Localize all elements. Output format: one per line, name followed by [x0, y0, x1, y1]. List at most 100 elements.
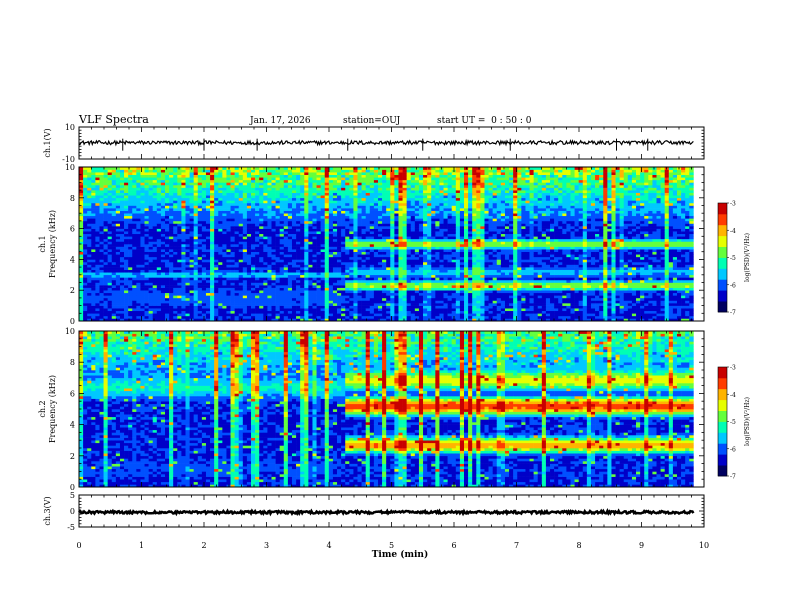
spectrogram-cell — [193, 223, 199, 227]
spectrogram-cell — [193, 315, 199, 319]
spectrogram-cell — [345, 202, 350, 206]
spectrogram-cell — [369, 308, 375, 312]
spectrogram-cell — [259, 305, 264, 309]
spectrogram-cell — [255, 264, 260, 268]
spectrogram-cell — [259, 233, 264, 237]
spectrogram-cell — [386, 269, 391, 273]
spectrogram-cell — [193, 279, 199, 283]
spectrogram-cell — [169, 295, 174, 299]
spectrogram-cell — [373, 318, 379, 322]
spectrogram-cell — [267, 274, 272, 278]
spectrogram-cell — [316, 308, 321, 312]
spectrogram-cell — [156, 308, 162, 312]
spectrogram-cell — [119, 300, 125, 304]
spectrogram-cell — [197, 308, 203, 312]
spectrogram-cell — [91, 295, 96, 299]
spectrogram-cell — [87, 297, 92, 301]
spectrogram-cell — [373, 182, 379, 186]
spectrogram-cell — [136, 308, 141, 312]
spectrogram-cell — [230, 213, 235, 217]
spectrogram-cell — [283, 256, 289, 260]
spectrogram-cell — [242, 261, 248, 265]
spectrogram-cell — [271, 244, 276, 247]
spectrogram-cell — [210, 292, 215, 296]
spectrogram-cell — [394, 220, 399, 224]
spectrogram-cell — [238, 246, 244, 250]
spectrogram-cell — [316, 218, 321, 222]
spectrogram-cell — [324, 228, 330, 232]
spectrogram-cell — [189, 202, 194, 206]
spectrogram-cell — [148, 290, 154, 294]
spectrogram-cell — [378, 259, 383, 263]
spectrogram-cell — [214, 277, 219, 281]
spectrogram-cell — [406, 264, 412, 268]
spectrogram-cell — [341, 223, 346, 227]
spectrogram-cell — [394, 208, 399, 211]
spectrogram-cell — [324, 272, 330, 276]
spectrogram-cell — [402, 226, 407, 229]
spectrogram-cell — [136, 174, 141, 178]
spectrogram-cell — [390, 282, 395, 286]
spectrogram-cell — [156, 205, 162, 209]
spectrogram-cell — [83, 272, 88, 276]
spectrogram-cell — [316, 274, 321, 278]
spectrogram-cell — [337, 244, 342, 247]
spectrogram-cell — [332, 246, 338, 250]
spectrogram-cell — [275, 172, 280, 175]
spectrogram-cell — [177, 282, 182, 286]
spectrogram-cell — [316, 179, 321, 183]
spectrogram-cell — [402, 197, 407, 201]
spectrogram-cell — [214, 292, 219, 296]
spectrogram-cell — [132, 249, 137, 252]
spectrogram-cell — [275, 228, 280, 232]
spectrogram-cell — [324, 182, 330, 186]
spectrogram-cell — [353, 202, 358, 206]
spectrogram-cell — [394, 241, 399, 245]
spectrogram-cell — [140, 277, 145, 281]
spectrogram-cell — [308, 169, 313, 173]
spectrogram-cell — [287, 292, 293, 296]
spectrogram-cell — [99, 200, 104, 204]
spectrogram-cell — [197, 313, 203, 317]
spectrogram-cell — [345, 174, 350, 178]
spectrogram-cell — [312, 236, 317, 240]
spectrogram-cell — [378, 274, 383, 278]
panel-frame — [78, 126, 705, 160]
spectrogram-cell — [259, 246, 264, 250]
spectrogram-cell — [365, 274, 371, 278]
spectrogram-cell — [185, 313, 190, 317]
spectrogram-cell — [386, 177, 391, 181]
spectrogram-cell — [312, 305, 317, 309]
spectrogram-cell — [132, 226, 137, 229]
spectrogram-cell — [349, 187, 354, 191]
spectrogram-cell — [177, 267, 182, 270]
spectrogram-cell — [160, 184, 166, 188]
spectrogram-cell — [87, 231, 92, 235]
spectrogram-cell — [197, 190, 203, 193]
spectrogram-cell — [337, 197, 342, 201]
spectrogram-cell — [189, 251, 194, 255]
spectrogram-cell — [308, 172, 313, 175]
spectrogram-cell — [222, 210, 227, 214]
spectrogram-cell — [337, 218, 342, 222]
spectrogram-cell — [119, 236, 125, 240]
spectrogram-cell — [259, 223, 264, 227]
spectrogram-cell — [91, 179, 96, 183]
spectrogram-cell — [263, 167, 268, 170]
spectrogram-cell — [304, 318, 309, 322]
spectrogram-cell — [332, 241, 338, 245]
spectrogram-cell — [148, 254, 154, 258]
spectrogram-cell — [156, 200, 162, 204]
spectrogram-cell — [386, 167, 391, 170]
spectrogram-cell — [390, 315, 395, 319]
spectrogram-cell — [353, 174, 358, 178]
spectrogram-cell — [349, 210, 354, 214]
spectrogram-cell — [345, 236, 350, 240]
spectrogram-cell — [308, 174, 313, 178]
spectrogram-cell — [234, 297, 240, 301]
spectrogram-cell — [283, 267, 289, 270]
spectrogram-cell — [251, 226, 256, 229]
spectrogram-cell — [369, 202, 375, 206]
spectrogram-cell — [165, 190, 170, 193]
spectrogram-cell — [193, 285, 199, 288]
